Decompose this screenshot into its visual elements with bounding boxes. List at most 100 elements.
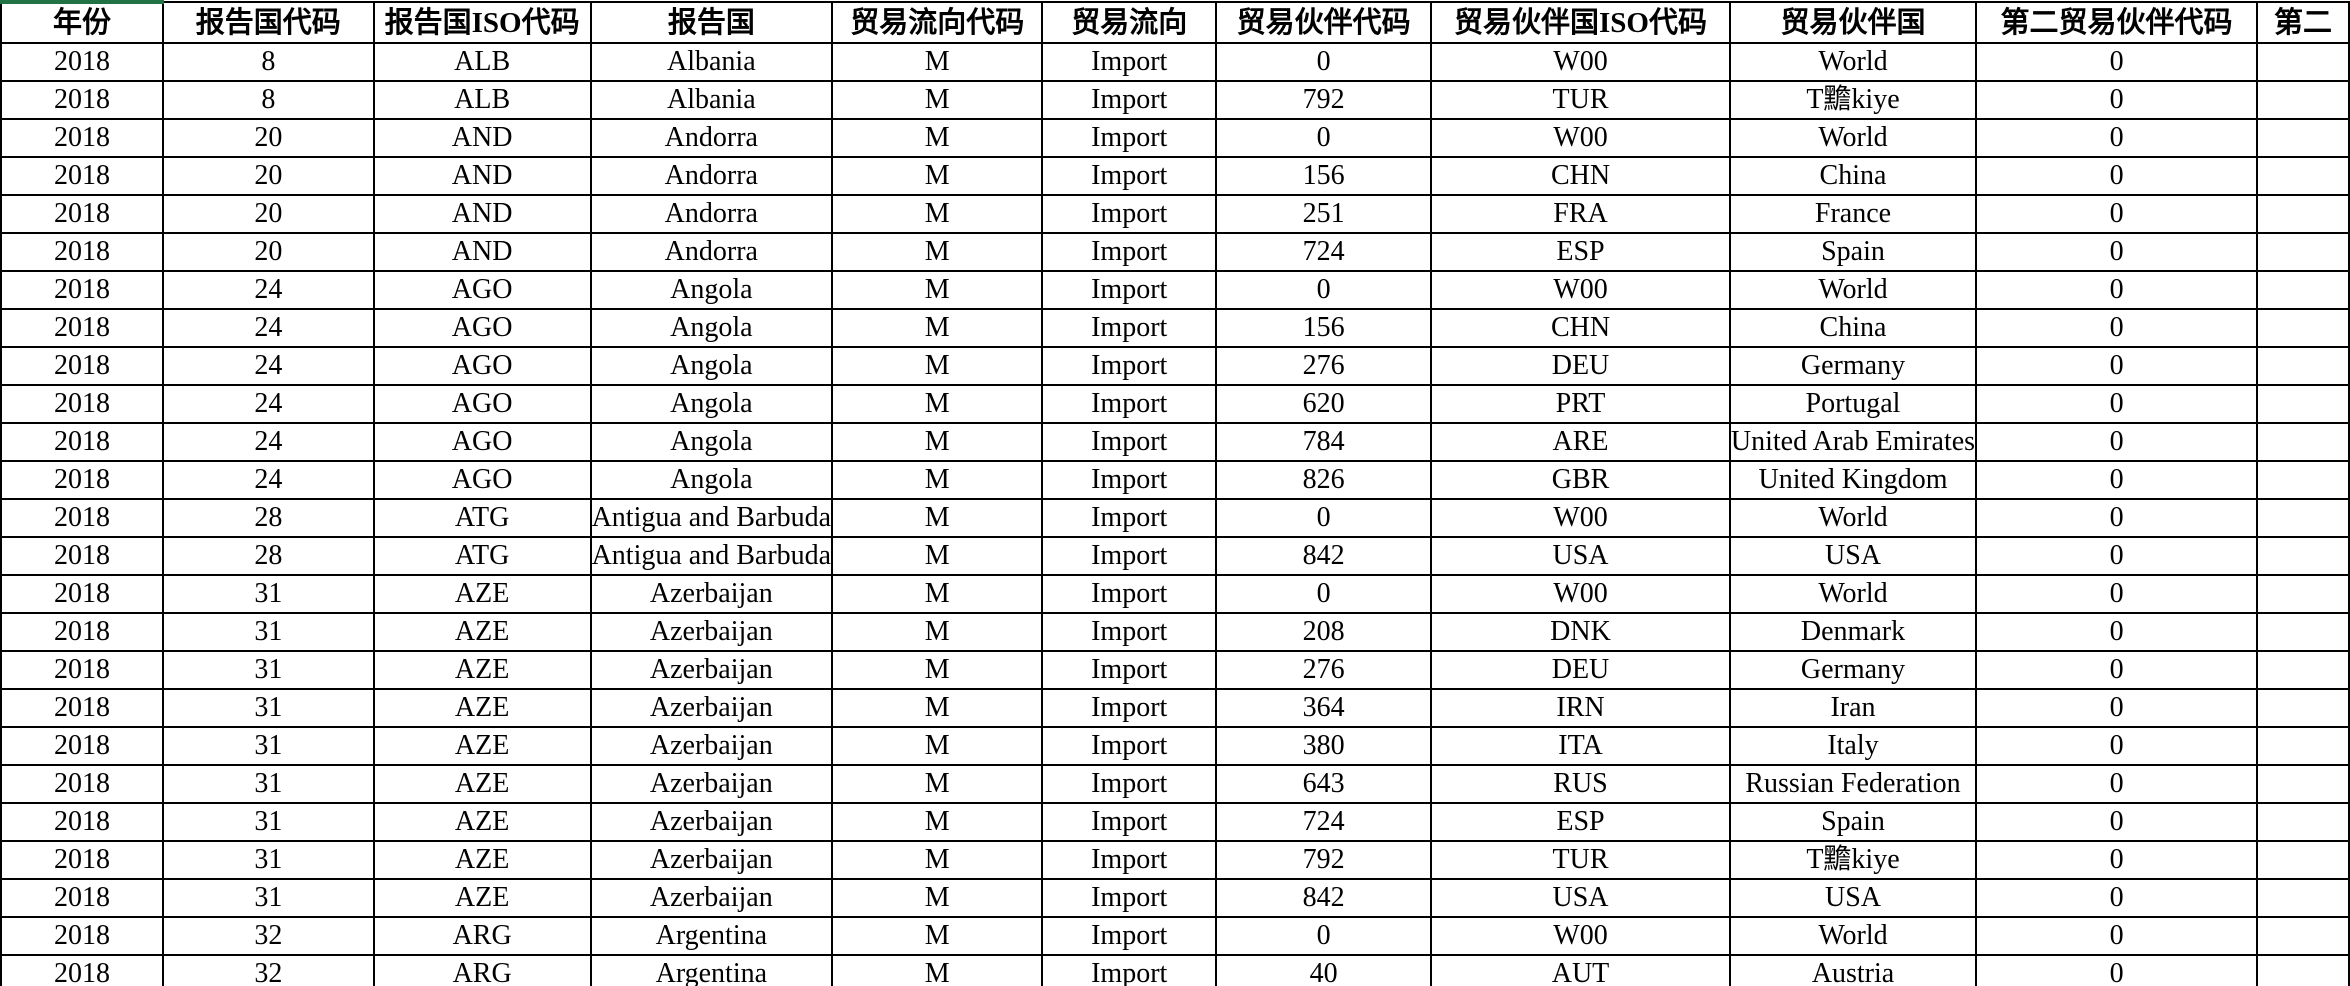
- cell[interactable]: Azerbaijan: [589, 688, 834, 728]
- cell[interactable]: Import: [1041, 916, 1218, 956]
- cell[interactable]: 0: [1975, 194, 2259, 234]
- cell[interactable]: ALB: [372, 42, 592, 82]
- cell[interactable]: Import: [1041, 80, 1218, 120]
- cell[interactable]: AZE: [372, 650, 592, 690]
- cell[interactable]: Antigua and Barbuda: [589, 498, 834, 538]
- cell[interactable]: 0: [1975, 156, 2259, 196]
- cell[interactable]: 0: [1975, 954, 2259, 986]
- cell[interactable]: ATG: [372, 536, 592, 576]
- cell[interactable]: World: [1728, 42, 1978, 82]
- cell[interactable]: Azerbaijan: [589, 574, 834, 614]
- cell[interactable]: [2256, 764, 2350, 804]
- cell[interactable]: 2018: [0, 460, 164, 500]
- cell[interactable]: 0: [1975, 764, 2259, 804]
- cell[interactable]: 784: [1215, 422, 1433, 462]
- cell[interactable]: Spain: [1728, 232, 1978, 272]
- cell[interactable]: Import: [1041, 764, 1218, 804]
- cell[interactable]: M: [831, 650, 1044, 690]
- cell[interactable]: Azerbaijan: [589, 802, 834, 842]
- cell[interactable]: 0: [1975, 802, 2259, 842]
- cell[interactable]: [2256, 80, 2350, 120]
- cell[interactable]: 0: [1975, 422, 2259, 462]
- cell[interactable]: Import: [1041, 460, 1218, 500]
- cell[interactable]: 0: [1975, 118, 2259, 158]
- cell[interactable]: Denmark: [1728, 612, 1978, 652]
- cell[interactable]: ARG: [372, 954, 592, 986]
- header-cell[interactable]: 贸易流向: [1041, 1, 1218, 44]
- cell[interactable]: 842: [1215, 878, 1433, 918]
- cell[interactable]: 0: [1215, 118, 1433, 158]
- cell[interactable]: Albania: [589, 80, 834, 120]
- cell[interactable]: M: [831, 612, 1044, 652]
- cell[interactable]: AZE: [372, 726, 592, 766]
- cell[interactable]: [2256, 42, 2350, 82]
- cell[interactable]: [2256, 232, 2350, 272]
- cell[interactable]: AUT: [1430, 954, 1731, 986]
- cell[interactable]: DEU: [1430, 346, 1731, 386]
- cell[interactable]: Import: [1041, 650, 1218, 690]
- cell[interactable]: AGO: [372, 270, 592, 310]
- cell[interactable]: [2256, 194, 2350, 234]
- cell[interactable]: USA: [1430, 878, 1731, 918]
- cell[interactable]: ITA: [1430, 726, 1731, 766]
- cell[interactable]: AND: [372, 194, 592, 234]
- cell[interactable]: [2256, 954, 2350, 986]
- cell[interactable]: Angola: [589, 460, 834, 500]
- header-cell[interactable]: 贸易伙伴代码: [1215, 1, 1433, 44]
- cell[interactable]: Azerbaijan: [589, 878, 834, 918]
- cell[interactable]: AZE: [372, 764, 592, 804]
- cell[interactable]: AND: [372, 156, 592, 196]
- cell[interactable]: M: [831, 80, 1044, 120]
- cell[interactable]: M: [831, 954, 1044, 986]
- cell[interactable]: 2018: [0, 232, 164, 272]
- cell[interactable]: 0: [1975, 650, 2259, 690]
- cell[interactable]: 2018: [0, 156, 164, 196]
- cell[interactable]: T黵kiye: [1728, 80, 1978, 120]
- cell[interactable]: M: [831, 194, 1044, 234]
- cell[interactable]: 8: [161, 42, 375, 82]
- cell[interactable]: RUS: [1430, 764, 1731, 804]
- cell[interactable]: 31: [161, 650, 375, 690]
- cell[interactable]: Austria: [1728, 954, 1978, 986]
- cell[interactable]: W00: [1430, 270, 1731, 310]
- cell[interactable]: GBR: [1430, 460, 1731, 500]
- cell[interactable]: M: [831, 118, 1044, 158]
- cell[interactable]: 31: [161, 574, 375, 614]
- cell[interactable]: 2018: [0, 650, 164, 690]
- cell[interactable]: Andorra: [589, 156, 834, 196]
- cell[interactable]: Andorra: [589, 232, 834, 272]
- cell[interactable]: World: [1728, 498, 1978, 538]
- cell[interactable]: Import: [1041, 346, 1218, 386]
- cell[interactable]: Azerbaijan: [589, 612, 834, 652]
- cell[interactable]: Azerbaijan: [589, 764, 834, 804]
- header-cell[interactable]: 报告国: [589, 1, 834, 44]
- cell[interactable]: World: [1728, 118, 1978, 158]
- cell[interactable]: ARE: [1430, 422, 1731, 462]
- cell[interactable]: W00: [1430, 574, 1731, 614]
- cell[interactable]: 0: [1215, 498, 1433, 538]
- cell[interactable]: ATG: [372, 498, 592, 538]
- cell[interactable]: M: [831, 156, 1044, 196]
- cell[interactable]: 2018: [0, 498, 164, 538]
- cell[interactable]: 31: [161, 612, 375, 652]
- cell[interactable]: 792: [1215, 80, 1433, 120]
- cell[interactable]: M: [831, 498, 1044, 538]
- cell[interactable]: 2018: [0, 384, 164, 424]
- cell[interactable]: AGO: [372, 422, 592, 462]
- cell[interactable]: TUR: [1430, 80, 1731, 120]
- cell[interactable]: Import: [1041, 802, 1218, 842]
- cell[interactable]: 31: [161, 802, 375, 842]
- cell[interactable]: USA: [1728, 536, 1978, 576]
- cell[interactable]: Angola: [589, 384, 834, 424]
- cell[interactable]: M: [831, 688, 1044, 728]
- cell[interactable]: 792: [1215, 840, 1433, 880]
- cell[interactable]: AGO: [372, 384, 592, 424]
- cell[interactable]: 28: [161, 498, 375, 538]
- cell[interactable]: 2018: [0, 764, 164, 804]
- cell[interactable]: Andorra: [589, 118, 834, 158]
- cell[interactable]: Antigua and Barbuda: [589, 536, 834, 576]
- cell[interactable]: Import: [1041, 878, 1218, 918]
- cell[interactable]: Import: [1041, 308, 1218, 348]
- cell[interactable]: 2018: [0, 802, 164, 842]
- cell[interactable]: 0: [1975, 840, 2259, 880]
